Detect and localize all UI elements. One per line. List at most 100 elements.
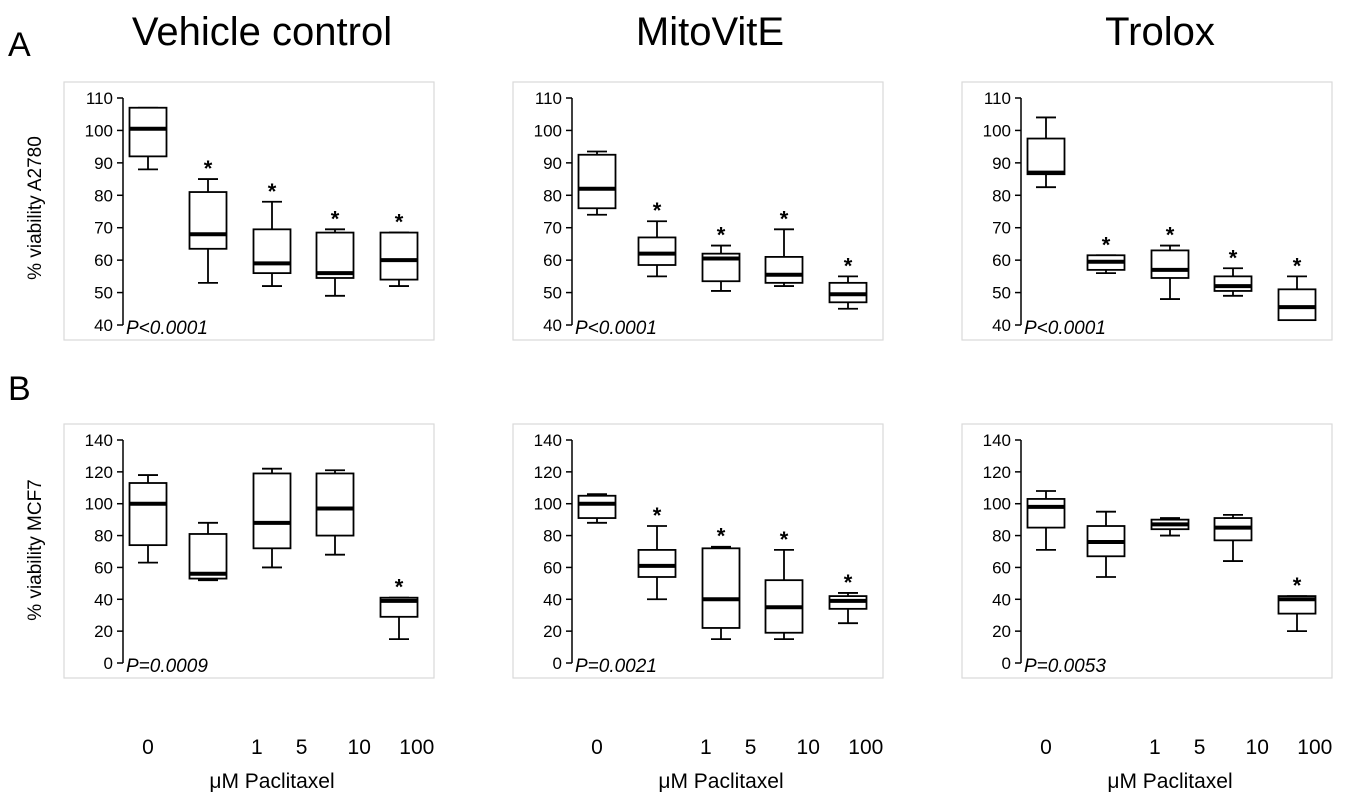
box-iqr [315,472,355,537]
y-tick-label: 100 [534,121,562,140]
box-iqr [252,472,292,550]
y-tick-label: 80 [543,186,562,205]
y-tick-label: 80 [543,527,562,546]
x-axis-label: μM Paclitaxel [209,770,334,793]
box-5 [252,467,292,569]
significance-star: * [844,570,853,595]
panel-a-2: 40 50 60 70 80 90 100 110 * * * * P<0.0001 [512,81,884,341]
box-10: * [315,206,355,297]
y-tick-label: 110 [984,89,1011,108]
y-tick-label: 40 [992,316,1011,335]
x-tick-label: 100 [1297,736,1332,759]
y-tick-label: 40 [94,316,113,335]
y-tick-label: 90 [94,154,113,173]
x-tick-label: 1 [1149,736,1161,759]
significance-star: * [1229,245,1238,270]
y-tick-label: 20 [992,622,1011,641]
panels: 40 50 60 70 80 90 100 110 * * * * P<0.0001 40 50 60 70 80… [63,81,1333,679]
y-axis-label-mcf7: % viability MCF7 [25,479,46,620]
x-tick-label: 0 [1040,736,1052,759]
box-10: * [1213,245,1253,297]
box-100: * [379,575,419,641]
box-5: * [1150,223,1190,300]
p-value-label: P<0.0001 [126,318,208,339]
p-value-label: P<0.0001 [575,318,657,339]
significance-star: * [268,179,277,204]
y-tick-label: 60 [94,558,113,577]
box-100: * [828,570,868,625]
box-100: * [379,210,419,287]
y-tick-label: 140 [534,431,562,450]
y-tick-label: 70 [543,219,562,238]
x-tick-label: 5 [296,736,308,759]
box-1: * [637,503,677,601]
box-1: * [1086,232,1126,275]
box-iqr [252,228,292,275]
box-1: * [188,156,228,284]
significance-star: * [395,210,404,235]
box-iqr [701,547,741,629]
box-5: * [701,223,741,292]
y-tick-label: 90 [992,154,1011,173]
y-tick-label: 0 [553,654,562,673]
panel-frame [961,81,1333,341]
y-tick-label: 20 [543,622,562,641]
x-axis-1: 0 1 5 10 100 μM Paclitaxel [142,736,434,793]
p-value-label: P<0.0001 [1024,318,1106,339]
y-tick-label: 50 [992,284,1011,303]
row-letter-a: A [8,26,31,64]
box-100: * [828,253,868,310]
box-iqr [188,533,228,580]
y-tick-label: 110 [86,89,113,108]
x-tick-label: 10 [348,736,371,759]
y-tick-label: 120 [534,463,562,482]
y-tick-label: 100 [983,495,1011,514]
y-tick-label: 80 [94,186,113,205]
panel-frame [961,423,1333,679]
box-iqr [637,236,677,266]
significance-star: * [395,575,404,600]
panel-b-2: 0 20 40 60 80 100 120 140 * * * * P=0.0021 [512,423,884,679]
y-tick-label: 100 [534,495,562,514]
box-1 [188,521,228,582]
box-iqr [128,482,168,547]
box-5: * [701,524,741,641]
box-100: * [1277,253,1317,322]
panel-a-1: 40 50 60 70 80 90 100 110 * * * * P<0.0001 [63,81,435,341]
y-tick-label: 110 [535,89,562,108]
significance-star: * [1166,223,1175,248]
panel-b-3: 0 20 40 60 80 100 120 140 * P=0.0053 [961,423,1333,679]
significance-star: * [204,156,213,181]
y-tick-label: 140 [85,431,113,450]
box-1 [1086,510,1126,578]
significance-star: * [1102,232,1111,257]
x-tick-label: 10 [1246,736,1269,759]
column-title-mitovite: MitoVitE [636,10,784,54]
x-axis-2: 0 1 5 10 100 μM Paclitaxel [591,736,883,793]
box-0 [577,150,617,216]
box-0 [1026,116,1066,189]
box-iqr [128,106,168,158]
box-0 [1026,490,1066,551]
panel-a-3: 40 50 60 70 80 90 100 110 * * * * P<0.0001 [961,81,1333,341]
significance-star: * [717,223,726,248]
box-iqr [577,494,617,519]
x-tick-label: 5 [745,736,757,759]
y-tick-label: 50 [94,284,113,303]
significance-star: * [1293,253,1302,278]
box-iqr [188,191,228,250]
y-tick-label: 70 [94,219,113,238]
y-axis-label-a2780: % viability A2780 [25,136,46,280]
box-iqr [577,153,617,210]
y-tick-label: 60 [94,251,113,270]
box-iqr [764,255,804,284]
panel-b-1: 0 20 40 60 80 100 120 140 * P=0.0009 [63,423,435,679]
box-iqr [637,549,677,578]
y-tick-label: 0 [104,654,113,673]
box-10: * [764,206,804,287]
x-axis-label: μM Paclitaxel [1107,770,1232,793]
x-tick-label: 10 [797,736,820,759]
y-tick-label: 0 [1002,654,1011,673]
box-10 [1213,513,1253,562]
